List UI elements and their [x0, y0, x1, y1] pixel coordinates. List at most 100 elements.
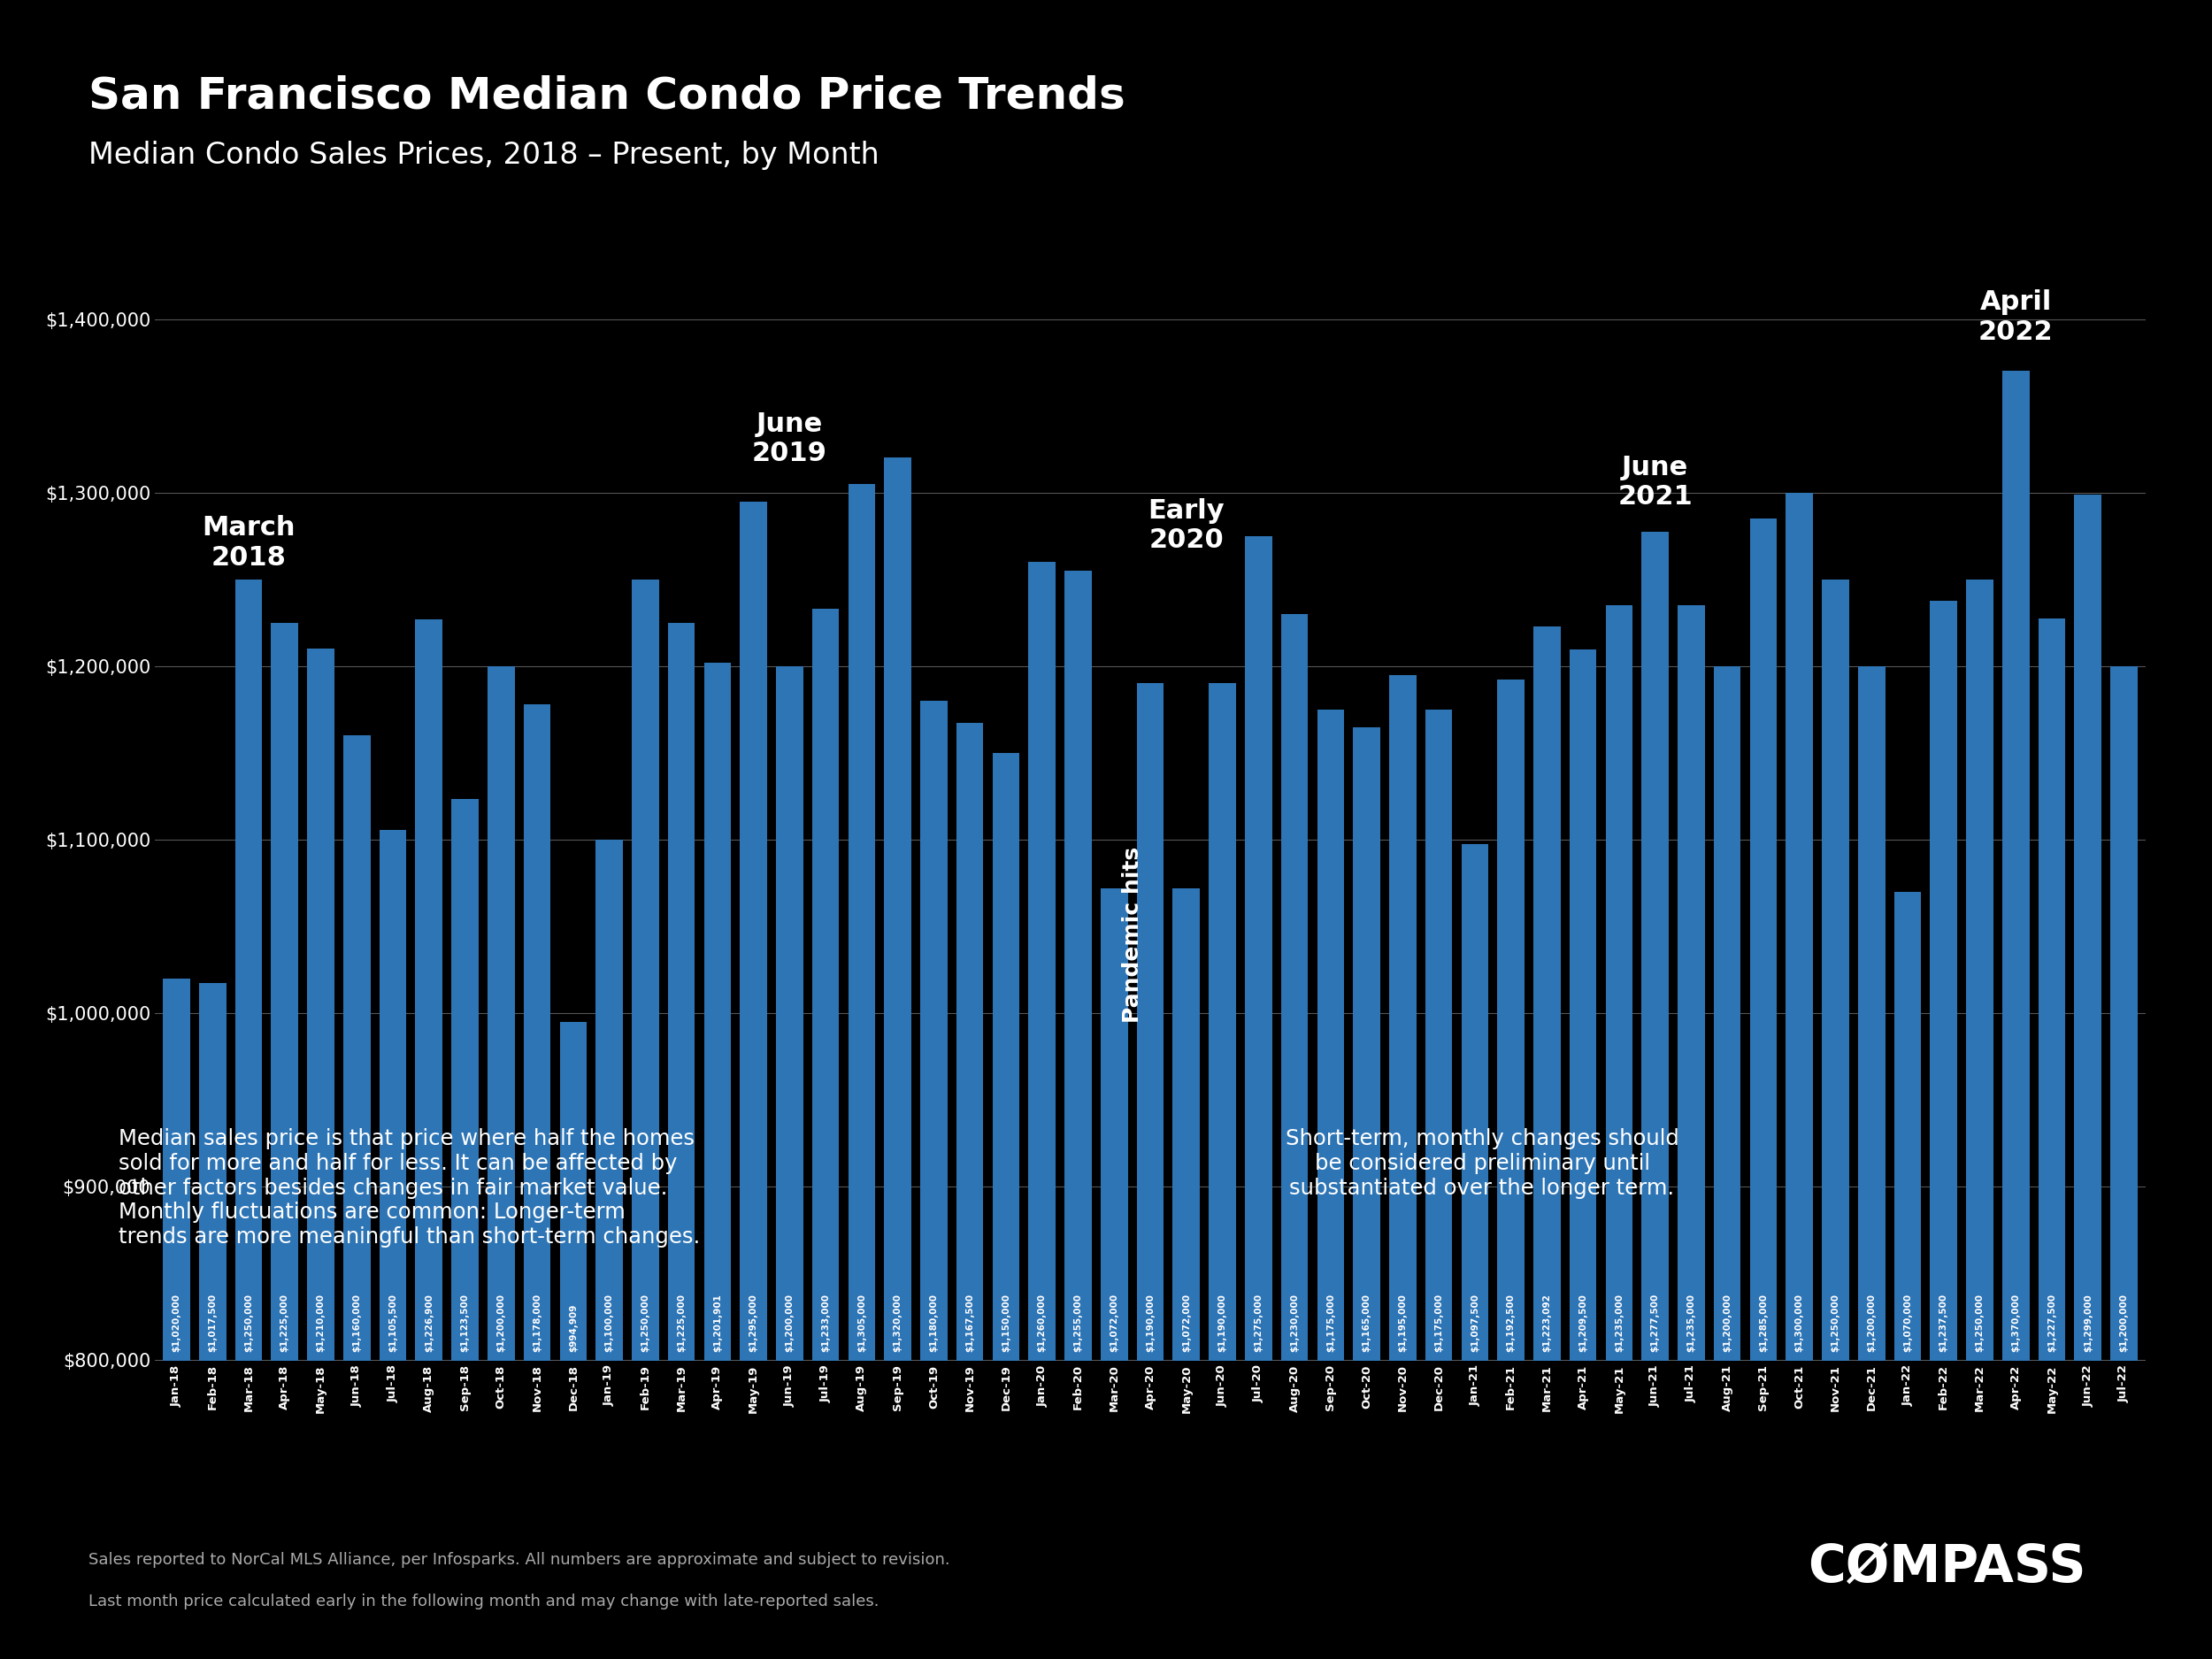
Text: $1,250,000: $1,250,000: [1832, 1294, 1840, 1352]
Text: $1,275,000: $1,275,000: [1254, 1294, 1263, 1352]
Text: $1,100,000: $1,100,000: [604, 1294, 613, 1352]
Bar: [1641, 531, 1668, 1659]
Bar: [1172, 888, 1199, 1659]
Bar: [1931, 601, 1958, 1659]
Bar: [1714, 667, 1741, 1659]
Text: $1,192,500: $1,192,500: [1506, 1294, 1515, 1352]
Bar: [1571, 650, 1597, 1659]
Bar: [1354, 727, 1380, 1659]
Text: $1,201,901: $1,201,901: [712, 1294, 721, 1352]
Bar: [343, 735, 369, 1659]
Bar: [1389, 675, 1416, 1659]
Text: $1,200,000: $1,200,000: [498, 1294, 507, 1352]
Bar: [199, 982, 226, 1659]
Bar: [956, 723, 984, 1659]
Text: $1,225,000: $1,225,000: [281, 1294, 290, 1352]
Text: $1,200,000: $1,200,000: [2119, 1294, 2128, 1352]
Bar: [920, 700, 947, 1659]
Text: $1,295,000: $1,295,000: [750, 1294, 759, 1352]
Bar: [378, 830, 407, 1659]
Bar: [272, 622, 299, 1659]
Bar: [1533, 625, 1559, 1659]
Text: $1,072,000: $1,072,000: [1110, 1294, 1119, 1352]
Bar: [2075, 494, 2101, 1659]
Text: $1,200,000: $1,200,000: [785, 1294, 794, 1352]
Text: June
2021: June 2021: [1617, 455, 1692, 509]
Text: CØMPASS: CØMPASS: [1807, 1543, 2086, 1593]
Text: $1,260,000: $1,260,000: [1037, 1294, 1046, 1352]
Text: Pandemic hits: Pandemic hits: [1121, 848, 1144, 1024]
Bar: [234, 579, 263, 1659]
Text: Median Condo Sales Prices, 2018 – Present, by Month: Median Condo Sales Prices, 2018 – Presen…: [88, 141, 880, 171]
Text: $1,300,000: $1,300,000: [1794, 1294, 1803, 1352]
Bar: [1858, 667, 1885, 1659]
Bar: [1316, 710, 1345, 1659]
Text: $1,175,000: $1,175,000: [1433, 1294, 1442, 1352]
Bar: [307, 649, 334, 1659]
Text: San Francisco Median Condo Price Trends: San Francisco Median Condo Price Trends: [88, 75, 1126, 118]
Bar: [524, 705, 551, 1659]
Text: $1,235,000: $1,235,000: [1615, 1294, 1624, 1352]
Text: $1,190,000: $1,190,000: [1146, 1294, 1155, 1352]
Text: Median sales price is that price where half the homes
sold for more and half for: Median sales price is that price where h…: [119, 1128, 699, 1248]
Bar: [1029, 562, 1055, 1659]
Text: June
2019: June 2019: [752, 411, 827, 466]
Bar: [595, 839, 624, 1659]
Bar: [451, 800, 478, 1659]
Bar: [560, 1022, 586, 1659]
Text: $1,250,000: $1,250,000: [641, 1294, 650, 1352]
Bar: [1245, 536, 1272, 1659]
Text: $1,230,000: $1,230,000: [1290, 1294, 1298, 1352]
Text: April
2022: April 2022: [1978, 290, 2053, 345]
Text: $1,167,500: $1,167,500: [964, 1294, 973, 1352]
Text: $1,223,092: $1,223,092: [1542, 1294, 1551, 1352]
Text: $1,020,000: $1,020,000: [173, 1294, 181, 1352]
Bar: [1281, 614, 1307, 1659]
Text: $1,105,500: $1,105,500: [389, 1294, 398, 1352]
Text: Last month price calculated early in the following month and may change with lat: Last month price calculated early in the…: [88, 1593, 878, 1609]
Bar: [885, 458, 911, 1659]
Text: Early
2020: Early 2020: [1148, 498, 1225, 554]
Text: $1,227,500: $1,227,500: [2048, 1294, 2057, 1352]
Bar: [741, 501, 768, 1659]
Bar: [993, 753, 1020, 1659]
Text: March
2018: March 2018: [201, 516, 294, 571]
Bar: [1750, 519, 1776, 1659]
Text: $1,285,000: $1,285,000: [1759, 1294, 1767, 1352]
Text: $1,225,000: $1,225,000: [677, 1294, 686, 1352]
Text: $1,072,000: $1,072,000: [1181, 1294, 1190, 1352]
Text: $1,255,000: $1,255,000: [1073, 1294, 1082, 1352]
Text: $1,195,000: $1,195,000: [1398, 1294, 1407, 1352]
Bar: [2037, 619, 2066, 1659]
Bar: [2002, 372, 2028, 1659]
Bar: [1823, 579, 1849, 1659]
Text: Sales reported to NorCal MLS Alliance, per Infosparks. All numbers are approxima: Sales reported to NorCal MLS Alliance, p…: [88, 1551, 949, 1568]
Text: $1,299,000: $1,299,000: [2084, 1294, 2093, 1352]
Text: $1,123,500: $1,123,500: [460, 1294, 469, 1352]
Text: $1,235,000: $1,235,000: [1688, 1294, 1697, 1352]
Bar: [164, 979, 190, 1659]
Bar: [1893, 893, 1922, 1659]
Bar: [668, 622, 695, 1659]
Text: $1,178,000: $1,178,000: [533, 1294, 542, 1352]
Text: $1,250,000: $1,250,000: [1975, 1294, 1984, 1352]
Text: $1,370,000: $1,370,000: [2011, 1294, 2020, 1352]
Bar: [1498, 679, 1524, 1659]
Bar: [703, 664, 730, 1659]
Text: $1,017,500: $1,017,500: [208, 1294, 217, 1352]
Text: $1,160,000: $1,160,000: [352, 1294, 361, 1352]
Text: $1,175,000: $1,175,000: [1327, 1294, 1336, 1352]
Text: $1,180,000: $1,180,000: [929, 1294, 938, 1352]
Text: $1,226,900: $1,226,900: [425, 1294, 434, 1352]
Text: $1,305,000: $1,305,000: [858, 1294, 867, 1352]
Text: Short-term, monthly changes should
be considered preliminary until
substantiated: Short-term, monthly changes should be co…: [1285, 1128, 1679, 1198]
Text: $1,210,000: $1,210,000: [316, 1294, 325, 1352]
Bar: [1462, 844, 1489, 1659]
Text: $1,237,500: $1,237,500: [1940, 1294, 1949, 1352]
Bar: [1966, 579, 1993, 1659]
Bar: [1102, 888, 1128, 1659]
Bar: [1208, 684, 1237, 1659]
Bar: [847, 484, 876, 1659]
Text: $1,320,000: $1,320,000: [894, 1294, 902, 1352]
Bar: [1677, 606, 1705, 1659]
